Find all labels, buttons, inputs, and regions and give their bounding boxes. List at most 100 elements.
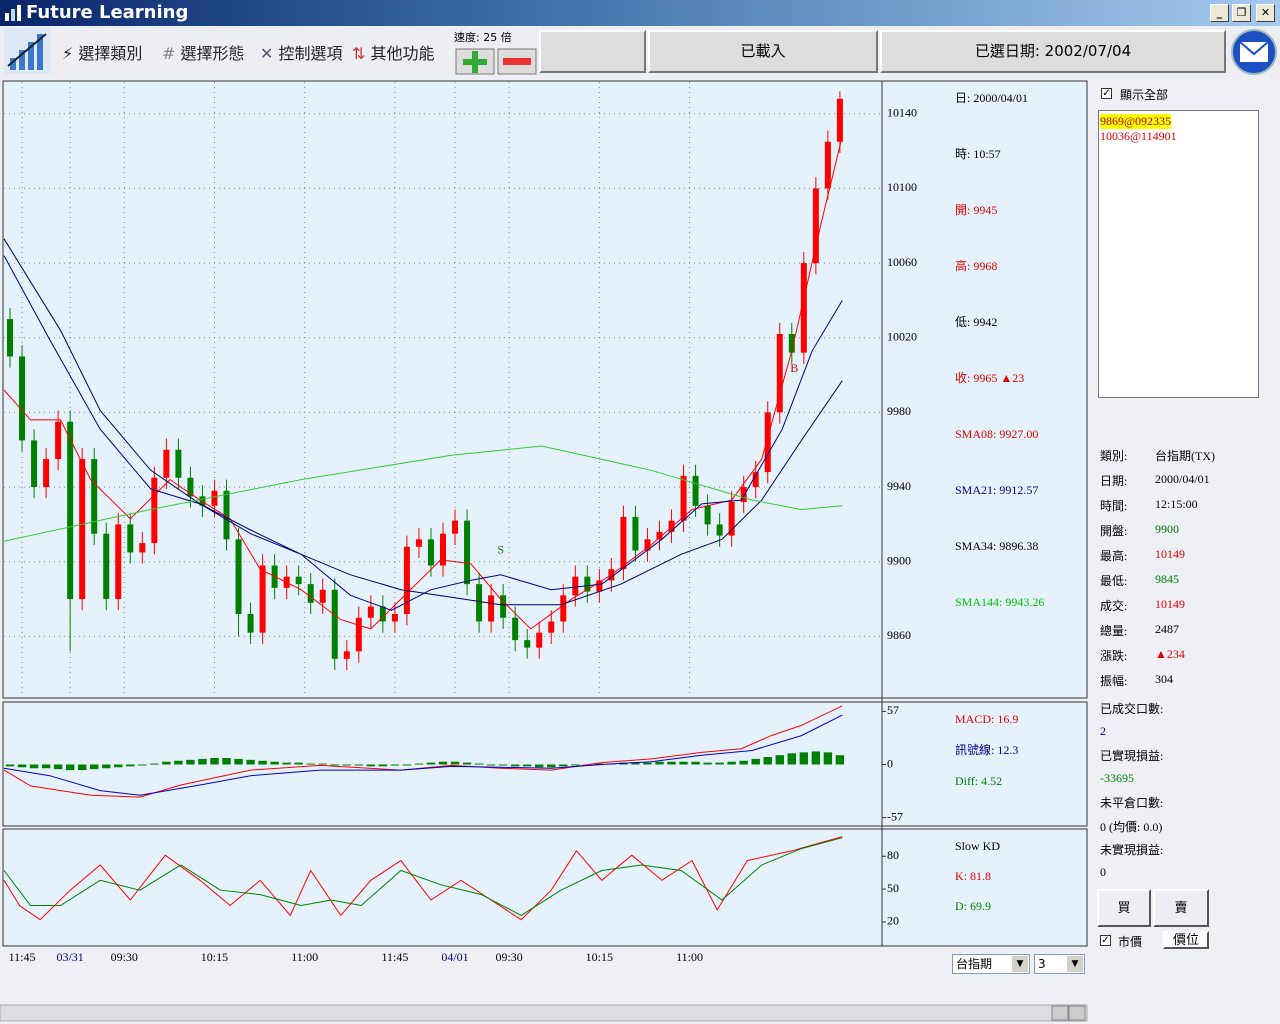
candle-body xyxy=(476,584,483,622)
candle-body xyxy=(19,356,26,441)
histogram-bar xyxy=(486,764,496,766)
candle-body xyxy=(560,595,567,622)
macd-info: MACD: 16.9 xyxy=(955,712,1018,726)
mail-button[interactable] xyxy=(1230,28,1278,76)
product-value: 台指期 xyxy=(956,957,993,971)
candle-body xyxy=(620,516,627,570)
info-text: 高: 9968 xyxy=(955,258,997,273)
order-list[interactable]: 9869@092335 10036@114901 xyxy=(1098,110,1259,398)
order-item[interactable]: 9869@092335 xyxy=(1100,114,1172,129)
macd-info: Diff: 4.52 xyxy=(955,774,1002,788)
histogram-bar xyxy=(258,760,267,765)
order-item[interactable]: 10036@114901 xyxy=(1100,129,1177,143)
title-bar: Future Learning _ ❐ ✕ xyxy=(0,0,1280,26)
y-tick-label: 9940 xyxy=(887,479,911,493)
account-value: 0 xyxy=(1100,865,1106,879)
scroll-left[interactable] xyxy=(1051,1005,1069,1021)
x-tick-label: 11:45 xyxy=(381,950,408,964)
menu-item[interactable]: ⚡ 選擇類別 xyxy=(62,44,143,63)
candle-body xyxy=(464,520,471,585)
stat-label: 成交: xyxy=(1100,599,1128,613)
stat-value: 12:15:00 xyxy=(1155,497,1198,511)
date-button[interactable]: 已選日期: 2002/07/04 xyxy=(880,30,1226,73)
histogram-bar xyxy=(174,760,183,765)
scroll-right[interactable] xyxy=(1068,1005,1086,1021)
histogram-bar xyxy=(210,757,219,765)
kd-info: K: 81.8 xyxy=(955,869,991,883)
candle-body xyxy=(692,475,699,506)
stat-label: 最高: xyxy=(1100,549,1128,563)
candle-body xyxy=(319,589,326,603)
kd-line xyxy=(3,836,843,921)
histogram-bar xyxy=(775,755,784,765)
candle-body xyxy=(536,632,543,648)
candle-body xyxy=(584,576,591,592)
histogram-bar xyxy=(222,757,231,765)
candle-body xyxy=(752,472,759,488)
scrollbar[interactable] xyxy=(0,1004,1088,1022)
histogram-bar xyxy=(29,764,39,769)
histogram-bar xyxy=(150,763,159,765)
window-title: Future Learning xyxy=(26,2,189,23)
macd-info: 訊號線: 12.3 xyxy=(955,742,1018,757)
sell-button[interactable]: 賣 xyxy=(1153,889,1209,927)
histogram-bar xyxy=(294,762,303,765)
histogram-bar xyxy=(438,761,448,765)
show-all-label: 顯示全部 xyxy=(1120,88,1169,102)
candle-body xyxy=(788,334,795,353)
logo[interactable] xyxy=(4,28,50,74)
histogram-bar xyxy=(198,758,207,765)
x-tick-label: 09:30 xyxy=(495,950,522,964)
close-button[interactable]: ✕ xyxy=(1256,4,1275,22)
account-label: 未平倉口數: xyxy=(1100,796,1164,810)
price-panel xyxy=(2,80,1088,699)
menu-item[interactable]: ⇅ 其他功能 xyxy=(352,44,435,63)
buy-button[interactable]: 買 xyxy=(1097,889,1151,927)
price-field[interactable]: 價位 xyxy=(1163,931,1209,949)
y-tick-label: 9980 xyxy=(887,404,911,418)
histogram-bar xyxy=(17,764,27,768)
show-all-checkbox[interactable]: ✓ xyxy=(1101,88,1112,99)
annotation: B xyxy=(790,361,798,375)
histogram-bar xyxy=(763,757,772,765)
blank-button[interactable] xyxy=(539,30,646,73)
stat-label: 日期: xyxy=(1100,474,1128,488)
histogram-bar xyxy=(522,764,532,767)
menu-item[interactable]: ✕ 控制選項 xyxy=(260,44,343,63)
menu-label: 控制選項 xyxy=(278,44,343,63)
candle-body xyxy=(211,490,218,506)
stat-value: 台指期(TX) xyxy=(1155,449,1215,463)
histogram-bar xyxy=(811,751,821,765)
menu-label: 選擇形態 xyxy=(180,44,245,63)
stat-value: 2487 xyxy=(1155,622,1179,636)
stat-label: 最低: xyxy=(1100,574,1128,588)
candle-body xyxy=(391,614,398,622)
candle-body xyxy=(716,524,723,536)
info-text: SMA144: 9943.26 xyxy=(955,595,1044,609)
product-select[interactable]: 台指期 ▼ xyxy=(952,954,1030,974)
y-tick-label: 9900 xyxy=(887,553,911,567)
period-select[interactable]: 3 ▼ xyxy=(1034,954,1085,974)
candle-body xyxy=(331,589,338,659)
menu-label: 選擇類別 xyxy=(78,44,143,63)
x-tick-label: 11:00 xyxy=(676,950,703,964)
minimize-button[interactable]: _ xyxy=(1210,4,1229,22)
histogram-bar xyxy=(799,752,809,765)
status-button[interactable]: 已載入 xyxy=(648,30,878,73)
candle-body xyxy=(704,505,711,525)
info-text: 時: 10:57 xyxy=(955,147,1001,161)
candle-body xyxy=(764,412,771,473)
restore-button[interactable]: ❐ xyxy=(1232,4,1251,22)
speed-up-button[interactable] xyxy=(455,48,495,75)
histogram-bar xyxy=(402,764,412,766)
histogram-bar xyxy=(186,759,195,765)
menu-item[interactable]: # 選擇形態 xyxy=(162,44,245,63)
stat-label: 振幅: xyxy=(1100,674,1128,688)
candle-body xyxy=(7,319,14,357)
candle-body xyxy=(259,565,266,633)
market-checkbox[interactable]: ✓ xyxy=(1100,935,1111,946)
candle-body xyxy=(379,606,386,622)
candle-body xyxy=(67,421,74,600)
speed-down-button[interactable] xyxy=(497,48,537,75)
